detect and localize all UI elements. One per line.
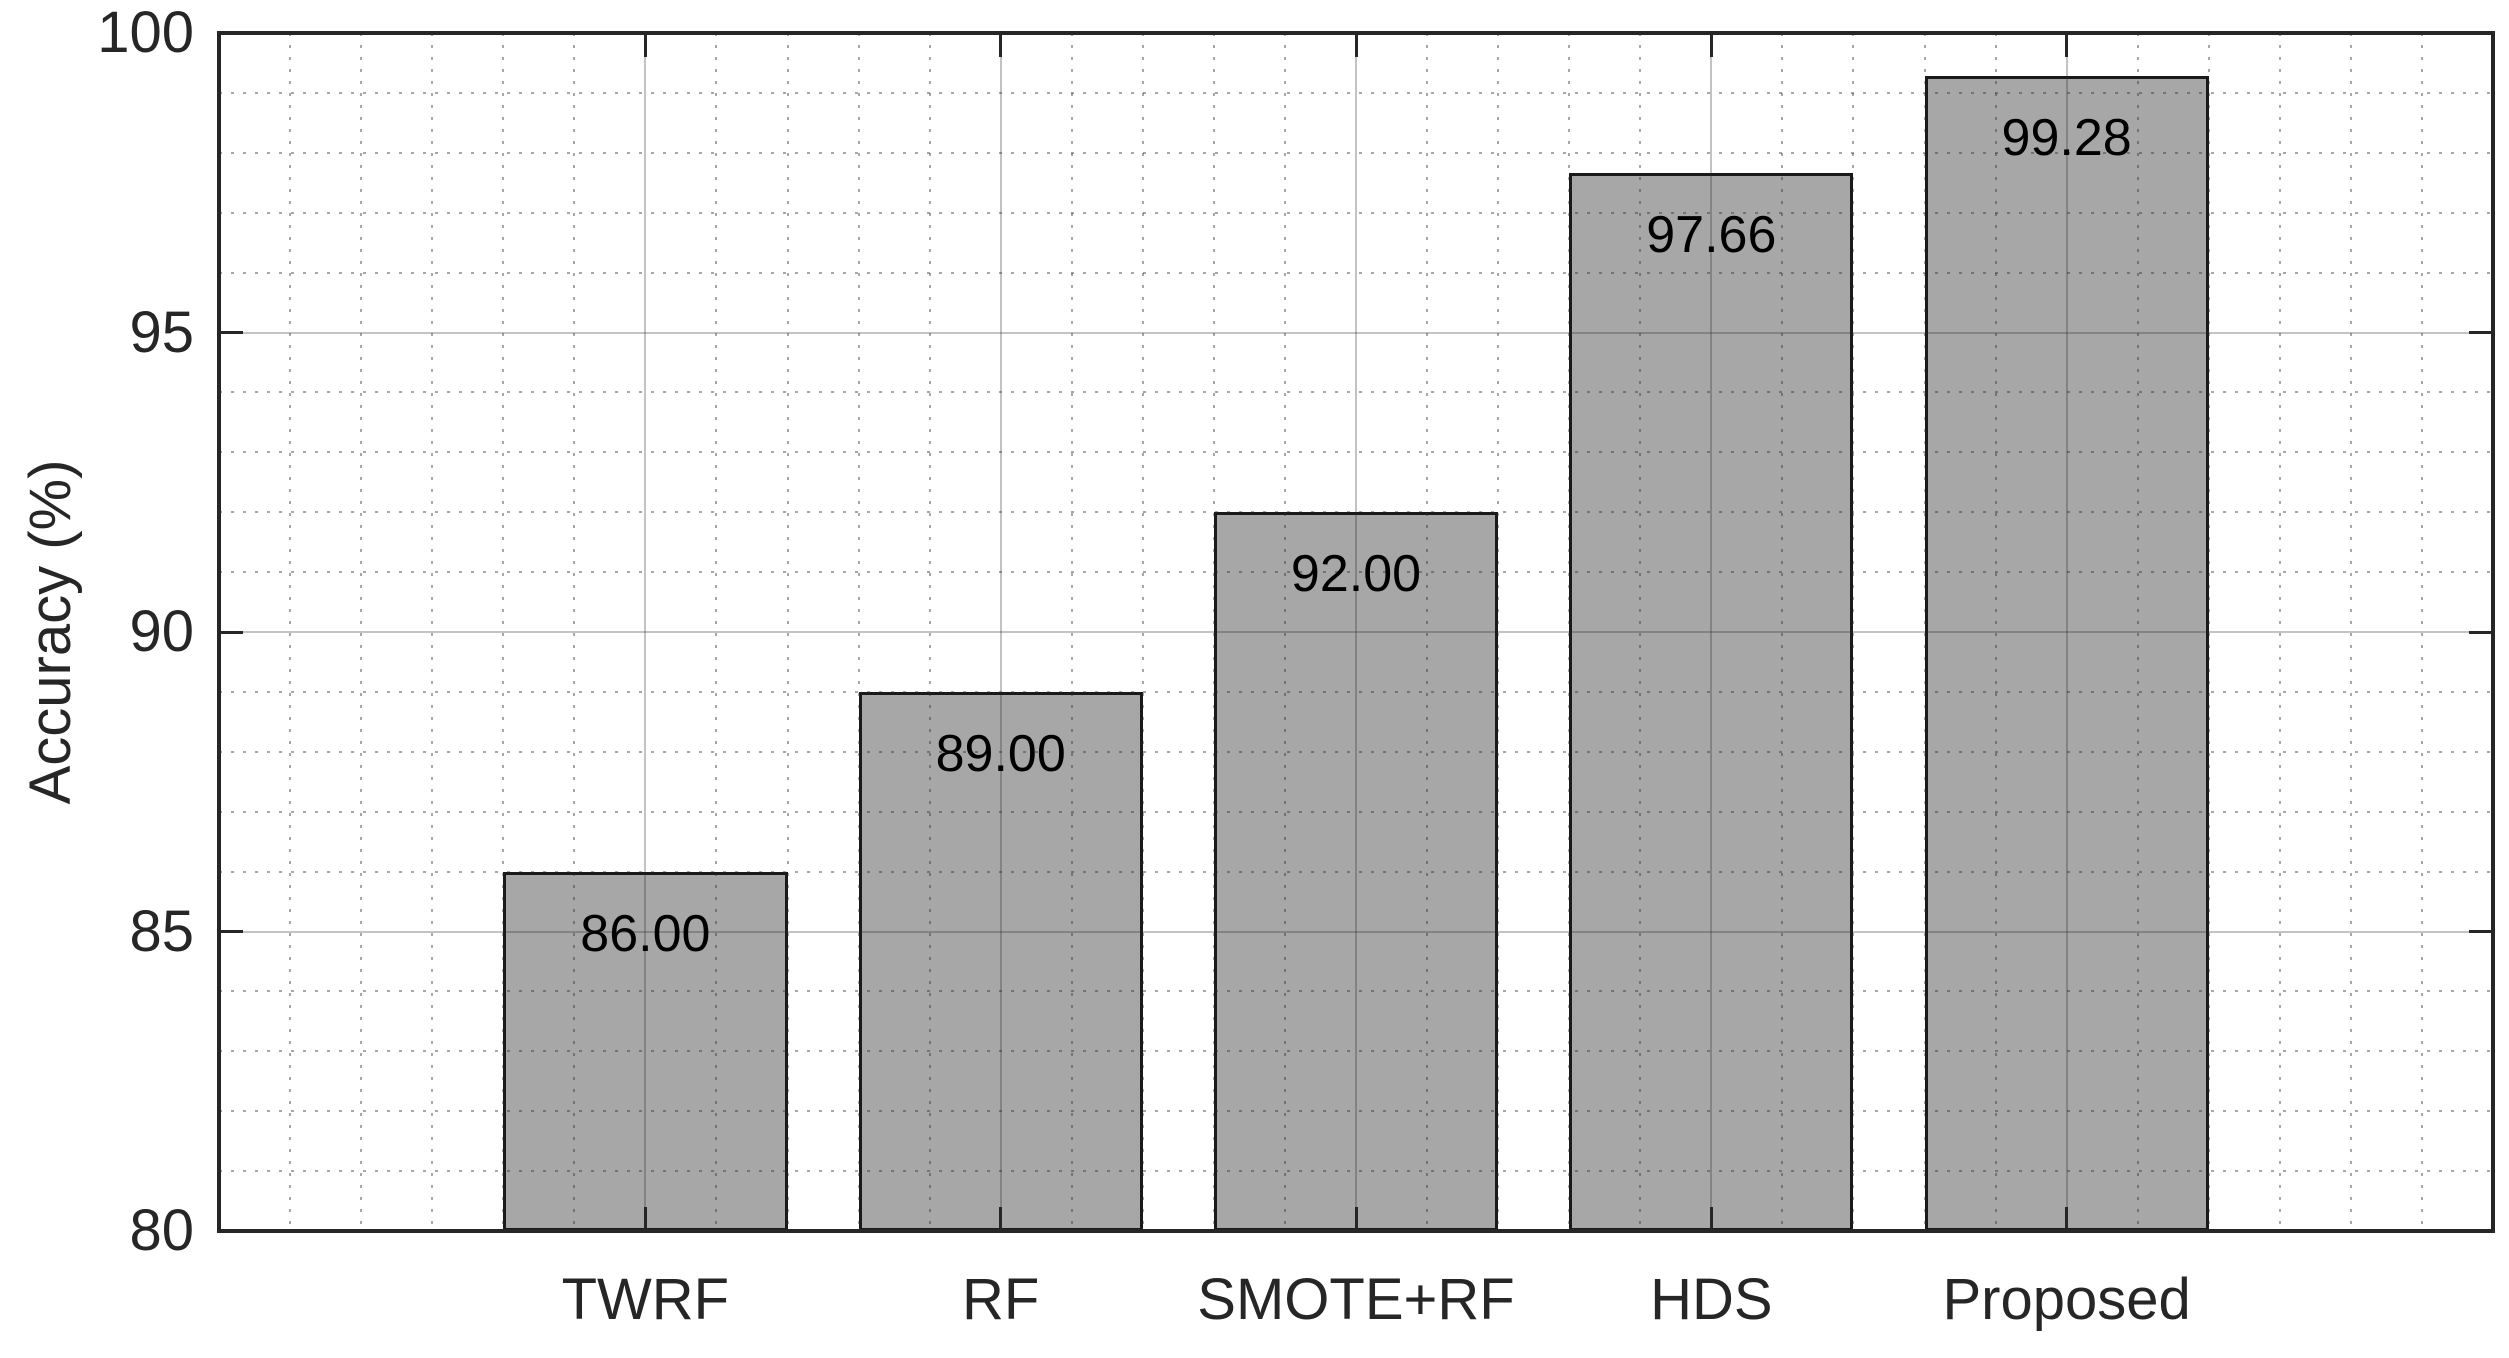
x-tick-top	[1354, 33, 1358, 57]
x-tick-bottom	[643, 1207, 647, 1231]
major-gridline-vertical	[999, 33, 1002, 1231]
y-tick-right	[2469, 331, 2493, 334]
y-tick-left	[219, 930, 243, 933]
x-tick-top	[643, 33, 647, 57]
minor-gridline-vertical	[1497, 33, 1500, 1231]
y-tick-label-90: 90	[129, 599, 194, 664]
bar-rf	[858, 691, 1143, 1231]
minor-gridline-horizontal	[219, 511, 2493, 514]
x-tick-bottom	[1709, 1207, 1713, 1231]
minor-gridline-horizontal	[219, 750, 2493, 753]
bar-value-label-twrf: 86.00	[580, 904, 711, 963]
x-category-label-twrf: TWRF	[561, 1267, 730, 1332]
minor-gridline-horizontal	[219, 1170, 2493, 1173]
minor-gridline-horizontal	[219, 571, 2493, 574]
bar-smote-rf	[1213, 512, 1499, 1231]
x-category-label-smote-rf: SMOTE+RF	[1197, 1267, 1515, 1332]
minor-gridline-vertical	[2349, 33, 2352, 1231]
minor-gridline-vertical	[857, 33, 860, 1231]
minor-gridline-vertical	[1212, 33, 1215, 1231]
minor-gridline-vertical	[1923, 33, 1926, 1231]
y-tick-label-85: 85	[129, 898, 194, 964]
y-tick-left	[219, 630, 243, 634]
bar-proposed	[1924, 76, 2209, 1231]
x-tick-top	[999, 33, 1003, 57]
minor-gridline-vertical	[1639, 33, 1642, 1231]
x-tick-bottom	[999, 1207, 1003, 1231]
value-labels-layer: 86.00 89.00 92.00 97.66 99.28	[219, 33, 2493, 1231]
y-tick-right	[2469, 930, 2493, 933]
bar-value-label-proposed: 99.28	[2001, 109, 2132, 168]
grid-layer	[219, 33, 2493, 1231]
minor-gridline-horizontal	[219, 690, 2493, 693]
minor-gridline-vertical	[1994, 33, 1997, 1231]
bar-value-label-rf: 89.00	[935, 724, 1066, 783]
minor-gridline-vertical	[715, 33, 718, 1231]
minor-gridline-horizontal	[219, 1050, 2493, 1053]
minor-gridline-vertical	[2136, 33, 2139, 1231]
minor-gridline-horizontal	[219, 990, 2493, 993]
minor-gridline-vertical	[1852, 33, 1855, 1231]
x-category-label-rf: RF	[962, 1267, 1040, 1332]
minor-gridline-horizontal	[219, 151, 2493, 154]
minor-gridline-vertical	[786, 33, 789, 1231]
plot-area: 86.00 89.00 92.00 97.66 99.28	[217, 31, 2495, 1233]
minor-gridline-vertical	[502, 33, 505, 1231]
y-tick-label-100: 100	[97, 0, 194, 65]
major-gridline-vertical	[644, 33, 647, 1231]
minor-gridline-vertical	[2278, 33, 2281, 1231]
x-tick-bottom	[2065, 1207, 2069, 1231]
minor-gridline-horizontal	[219, 451, 2493, 454]
minor-gridline-horizontal	[219, 391, 2493, 394]
x-tick-top	[2065, 33, 2069, 57]
bar-value-label-smote-rf: 92.00	[1290, 545, 1422, 604]
x-tick-top	[1709, 33, 1713, 57]
minor-gridline-vertical	[431, 33, 434, 1231]
x-category-label-proposed: Proposed	[1942, 1267, 2191, 1332]
x-tick-bottom	[1354, 1207, 1358, 1231]
minor-gridline-vertical	[2420, 33, 2423, 1231]
minor-gridline-horizontal	[219, 810, 2493, 813]
bar-twrf	[503, 871, 788, 1231]
x-category-label-hds: HDS	[1650, 1267, 1773, 1332]
minor-gridline-vertical	[360, 33, 363, 1231]
major-gridline-vertical	[1355, 33, 1357, 1231]
minor-gridline-vertical	[1781, 33, 1784, 1231]
major-gridline-vertical	[1710, 33, 1713, 1231]
y-tick-label-95: 95	[129, 299, 194, 365]
bars-layer	[219, 33, 2493, 1231]
minor-gridline-vertical	[1426, 33, 1429, 1231]
tick-marks-layer	[219, 33, 2493, 1231]
minor-gridline-horizontal	[219, 211, 2493, 214]
minor-gridline-vertical	[1070, 33, 1073, 1231]
major-gridline-horizontal	[219, 930, 2493, 933]
minor-gridline-vertical	[289, 33, 292, 1231]
minor-gridline-horizontal	[219, 91, 2493, 94]
minor-gridline-vertical	[573, 33, 576, 1231]
major-gridline-horizontal	[219, 631, 2493, 633]
minor-gridline-vertical	[2207, 33, 2210, 1231]
major-gridline-horizontal	[219, 331, 2493, 334]
minor-gridline-horizontal	[219, 1110, 2493, 1113]
minor-gridline-horizontal	[219, 271, 2493, 274]
minor-gridline-vertical	[1568, 33, 1571, 1231]
minor-gridline-vertical	[1141, 33, 1144, 1231]
major-gridline-vertical	[2065, 33, 2068, 1231]
minor-gridline-vertical	[1283, 33, 1286, 1231]
minor-gridline-vertical	[928, 33, 931, 1231]
minor-gridline-horizontal	[219, 870, 2493, 873]
y-tick-left	[219, 331, 243, 334]
y-tick-right	[2469, 630, 2493, 634]
y-tick-label-80: 80	[129, 1198, 194, 1263]
bar-value-label-hds: 97.66	[1646, 206, 1777, 265]
